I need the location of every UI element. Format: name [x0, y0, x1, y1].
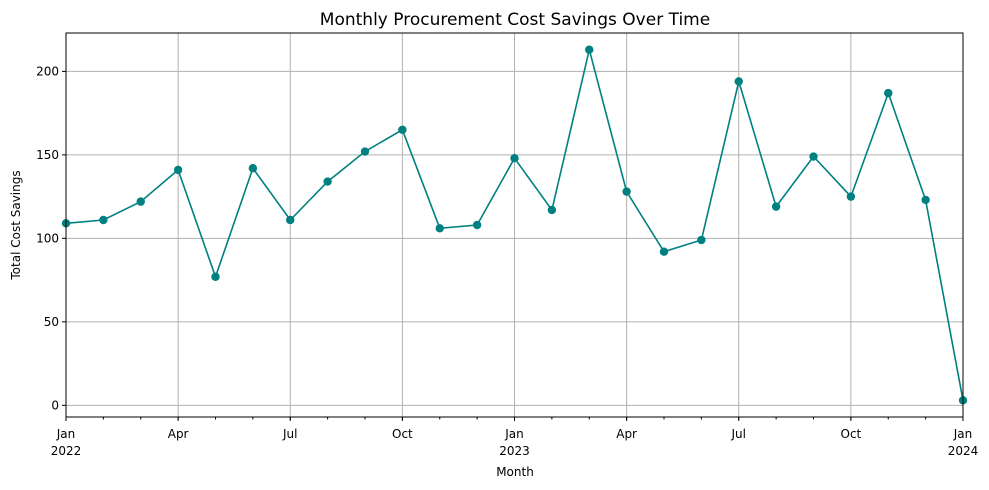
data-point — [472, 220, 482, 230]
x-tick-label: Jan — [953, 427, 973, 441]
chart-title: Monthly Procurement Cost Savings Over Ti… — [320, 10, 710, 30]
data-point — [734, 77, 743, 86]
x-tick-label: Apr — [168, 427, 189, 441]
data-point — [435, 224, 444, 233]
data-point — [360, 147, 370, 156]
data-point — [846, 192, 856, 201]
data-point — [510, 154, 519, 163]
x-axis-label: Month — [496, 465, 534, 479]
x-tick-year-label: 2022 — [51, 444, 82, 458]
y-tick-label: 100 — [36, 231, 59, 245]
data-point — [136, 197, 145, 206]
x-tick-label: Jul — [731, 427, 746, 441]
data-point — [286, 215, 295, 225]
x-tick-year-label: 2024 — [948, 444, 979, 458]
x-tick-label: Oct — [841, 427, 862, 441]
x-tick-label: Apr — [616, 427, 637, 441]
data-point — [99, 215, 108, 225]
data-point — [323, 177, 332, 186]
data-point — [547, 205, 557, 215]
data-point — [585, 45, 594, 54]
data-point — [173, 165, 183, 175]
y-tick-label: 50 — [44, 315, 59, 329]
x-tick-label: Jul — [282, 427, 297, 441]
y-tick-label: 200 — [36, 64, 59, 78]
x-tick-label: Oct — [392, 427, 413, 441]
plot-frame — [65, 32, 964, 418]
data-point — [211, 272, 220, 281]
data-point — [771, 202, 781, 211]
y-axis-label: Total Cost Savings — [9, 170, 23, 280]
data-point — [659, 247, 669, 256]
data-point — [248, 164, 258, 173]
y-tick-label: 150 — [36, 148, 59, 162]
y-tick-label: 0 — [51, 398, 59, 412]
axes: 0 50 100 150 200 Jan 2022 Apr Jul Oct Jan 2023 Apr Ju… — [36, 64, 978, 458]
x-tick-label: Jan — [56, 427, 76, 441]
data-point — [622, 187, 631, 196]
data-series — [61, 45, 968, 405]
data-point — [884, 88, 893, 98]
data-point — [697, 235, 706, 245]
data-point — [809, 152, 818, 161]
x-tick-year-label: 2023 — [499, 444, 530, 458]
data-point — [398, 125, 407, 135]
grid — [65, 33, 964, 417]
x-tick-label: Jan — [504, 427, 524, 441]
data-point — [921, 195, 930, 205]
